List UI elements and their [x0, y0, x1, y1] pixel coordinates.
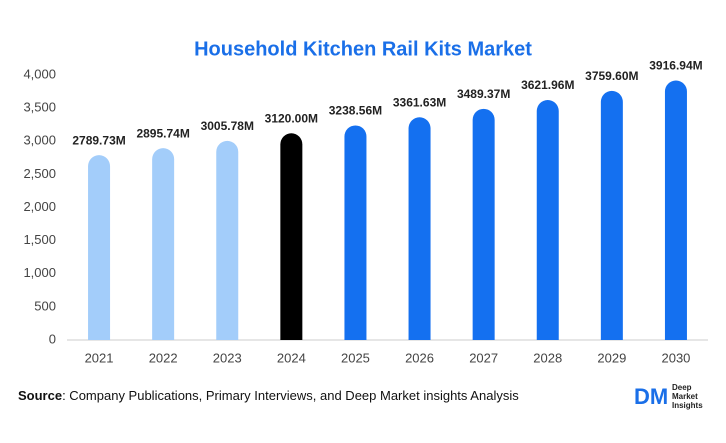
y-tick-label: 3,000: [23, 133, 56, 148]
bar: [152, 148, 175, 340]
y-tick-label: 2,500: [23, 166, 56, 181]
y-tick-label: 500: [34, 298, 56, 313]
x-tick-label: 2025: [341, 350, 370, 365]
bar: [344, 125, 367, 340]
value-label: 2895.74M: [136, 126, 189, 140]
logo-text: Deep: [672, 383, 692, 392]
x-tick-label: 2030: [661, 350, 690, 365]
y-tick-label: 0: [49, 331, 56, 346]
x-tick-label: 2027: [469, 350, 498, 365]
y-tick-label: 1,500: [23, 232, 56, 247]
x-tick-label: 2028: [533, 350, 562, 365]
value-label: 3621.96M: [521, 78, 574, 92]
value-label: 2789.73M: [72, 133, 125, 147]
source-label: Source: [18, 388, 62, 403]
y-tick-label: 2,000: [23, 199, 56, 214]
source-text: : Company Publications, Primary Intervie…: [62, 388, 519, 403]
x-tick-label: 2021: [85, 350, 114, 365]
x-tick-label: 2029: [597, 350, 626, 365]
y-tick-label: 4,000: [23, 66, 56, 81]
bar: [472, 108, 495, 340]
bar: [408, 117, 431, 340]
chart-title: Household Kitchen Rail Kits Market: [194, 38, 532, 60]
bar: [664, 80, 687, 340]
logo-mark: DM: [634, 384, 668, 409]
y-tick-label: 1,000: [23, 265, 56, 280]
bar: [600, 90, 623, 340]
bar: [280, 133, 303, 340]
x-tick-label: 2022: [149, 350, 178, 365]
x-tick-label: 2023: [213, 350, 242, 365]
value-label: 3005.78M: [201, 119, 254, 133]
bar: [216, 140, 239, 340]
value-label: 3489.37M: [457, 87, 510, 101]
logo-text: Market: [672, 392, 698, 401]
value-label: 3120.00M: [265, 111, 318, 125]
bar: [88, 155, 111, 340]
x-tick-label: 2024: [277, 350, 306, 365]
x-tick-label: 2026: [405, 350, 434, 365]
value-label: 3759.60M: [585, 69, 638, 83]
value-label: 3361.63M: [393, 95, 446, 109]
value-label: 3238.56M: [329, 104, 382, 118]
value-label: 3916.94M: [649, 59, 702, 73]
source-note: Source: Company Publications, Primary In…: [18, 388, 519, 403]
bar: [536, 100, 559, 340]
y-tick-label: 3,500: [23, 100, 56, 115]
logo-text: Insights: [672, 401, 703, 410]
